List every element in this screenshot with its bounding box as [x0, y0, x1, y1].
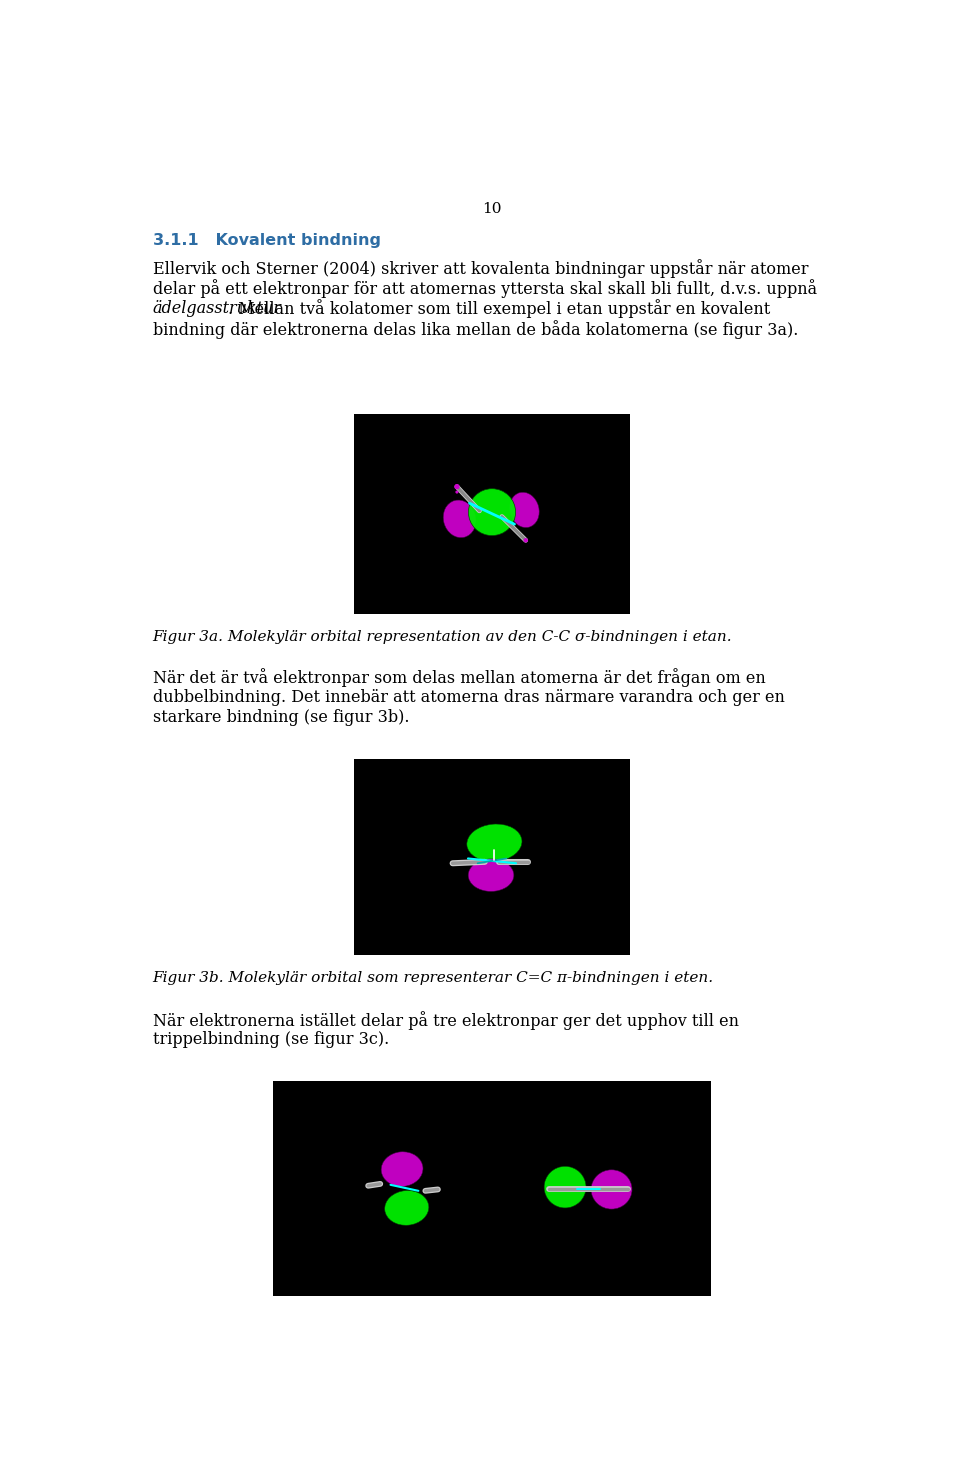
- Text: Ellervik och Sterner (2004) skriver att kovalenta bindningar uppstår när atomer: Ellervik och Sterner (2004) skriver att …: [153, 258, 808, 277]
- Ellipse shape: [454, 484, 460, 490]
- Ellipse shape: [468, 489, 516, 536]
- Text: När det är två elektronpar som delas mellan atomerna är det frågan om en: När det är två elektronpar som delas mel…: [153, 669, 765, 688]
- Bar: [354, 759, 630, 955]
- Text: trippelbindning (se figur 3c).: trippelbindning (se figur 3c).: [153, 1032, 389, 1048]
- Text: Figur 3a. Molekylär orbital representation av den C-C σ-bindningen i etan.: Figur 3a. Molekylär orbital representati…: [153, 630, 732, 644]
- Text: 3.1.1   Kovalent bindning: 3.1.1 Kovalent bindning: [153, 233, 380, 248]
- Ellipse shape: [381, 1151, 423, 1187]
- Ellipse shape: [444, 500, 476, 537]
- Ellipse shape: [467, 824, 522, 862]
- Text: 10: 10: [482, 202, 502, 215]
- Text: delar på ett elektronpar för att atomernas yttersta skal skall bli fullt, d.v.s.: delar på ett elektronpar för att atomern…: [153, 279, 817, 298]
- Ellipse shape: [385, 1191, 429, 1225]
- Text: ädelgasstruktur: ädelgasstruktur: [153, 300, 281, 316]
- Ellipse shape: [523, 539, 528, 543]
- Bar: [273, 1080, 711, 1296]
- Ellipse shape: [510, 493, 540, 527]
- Ellipse shape: [468, 859, 514, 892]
- Text: Figur 3b. Molekylär orbital som representerar C=C π-bindningen i eten.: Figur 3b. Molekylär orbital som represen…: [153, 971, 713, 984]
- Ellipse shape: [544, 1166, 586, 1207]
- Text: När elektronerna istället delar på tre elektronpar ger det upphov till en: När elektronerna istället delar på tre e…: [153, 1011, 738, 1030]
- Text: dubbelbindning. Det innebär att atomerna dras närmare varandra och ger en: dubbelbindning. Det innebär att atomerna…: [153, 689, 784, 706]
- Text: . Mellan två kolatomer som till exempel i etan uppstår en kovalent: . Mellan två kolatomer som till exempel …: [228, 300, 771, 319]
- Ellipse shape: [455, 490, 459, 493]
- Text: bindning där elektronerna delas lika mellan de båda kolatomerna (se figur 3a).: bindning där elektronerna delas lika mel…: [153, 320, 798, 339]
- Bar: [354, 415, 630, 614]
- Text: starkare bindning (se figur 3b).: starkare bindning (se figur 3b).: [153, 708, 409, 726]
- Ellipse shape: [591, 1170, 632, 1209]
